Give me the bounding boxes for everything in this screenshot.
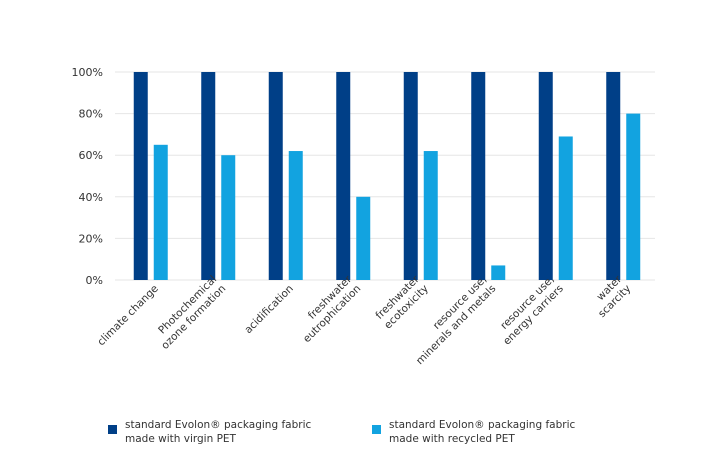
y-axis: 0% 20% 40% 60% 80% 100% <box>72 66 103 287</box>
y-tick-label: 100% <box>72 66 103 79</box>
y-tick-label: 60% <box>79 149 103 162</box>
legend-swatch-virgin-pet <box>108 425 117 434</box>
y-tick-label: 40% <box>79 191 103 204</box>
legend-label-virgin-pet-line1: standard Evolon® packaging fabric <box>125 419 312 431</box>
x-tick-label: resource use,energy carriers <box>492 273 566 347</box>
bar-virgin-pet <box>403 72 418 280</box>
legend-swatch-recycled-pet <box>372 425 381 434</box>
x-tick-label: Photochemicalozone formation <box>150 273 228 351</box>
bar-recycled-pet <box>288 151 303 280</box>
bar-recycled-pet <box>356 196 371 280</box>
legend-label-virgin-pet-line2: made with virgin PET <box>125 433 236 445</box>
bar-recycled-pet <box>153 144 168 280</box>
legend-item-recycled-pet: standard Evolon® packaging fabric made w… <box>372 418 575 446</box>
bar-virgin-pet <box>268 72 283 280</box>
bar-recycled-pet <box>491 265 506 280</box>
legend-item-virgin-pet: standard Evolon® packaging fabric made w… <box>108 418 311 446</box>
bar-virgin-pet <box>471 72 486 280</box>
bar-virgin-pet <box>606 72 621 280</box>
y-tick-label: 20% <box>79 232 103 245</box>
y-tick-label: 0% <box>86 274 103 287</box>
bar-recycled-pet <box>626 113 641 280</box>
bar-virgin-pet <box>133 72 148 280</box>
x-tick-label: climate change <box>95 283 161 349</box>
bar-recycled-pet <box>558 136 573 280</box>
bar-virgin-pet <box>538 72 553 280</box>
bar-recycled-pet <box>423 151 438 280</box>
bar-recycled-pet <box>221 155 236 280</box>
bar-virgin-pet <box>336 72 351 280</box>
x-tick-label: acidification <box>242 283 295 336</box>
bar-virgin-pet <box>201 72 216 280</box>
x-tick-label: freshwaterecotoxicity <box>373 273 431 331</box>
legend-label-recycled-pet-line1: standard Evolon® packaging fabric <box>389 419 576 431</box>
bars <box>133 72 641 280</box>
legend-label-recycled-pet-line2: made with recycled PET <box>389 433 515 445</box>
gridlines <box>115 71 655 281</box>
y-tick-label: 80% <box>79 108 103 121</box>
x-tick-label: freshwatereutrophication <box>292 273 364 345</box>
